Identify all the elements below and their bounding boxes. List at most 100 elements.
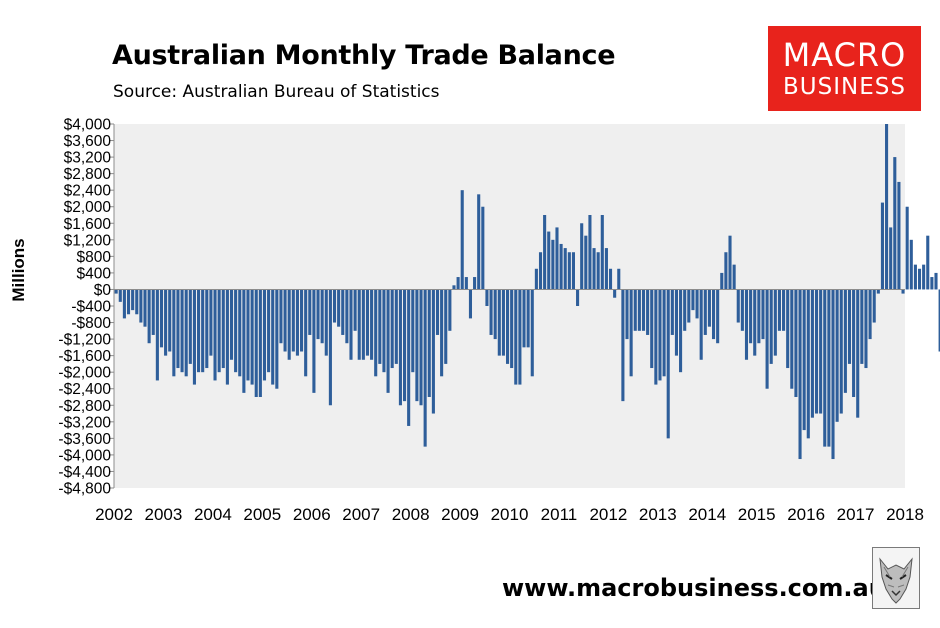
bar — [860, 289, 864, 364]
bar — [782, 289, 786, 331]
bar — [711, 289, 716, 340]
bar — [271, 289, 275, 385]
bar — [460, 190, 464, 290]
bar — [114, 289, 118, 294]
bar — [444, 289, 448, 364]
y-tick-label: $2,400 — [64, 183, 112, 200]
bar — [765, 289, 769, 389]
bar — [868, 289, 872, 340]
bar — [526, 289, 530, 348]
bar — [225, 289, 229, 385]
bar — [275, 289, 279, 389]
bar — [518, 289, 522, 385]
bar — [139, 289, 143, 323]
x-tick-label: 2006 — [293, 505, 331, 524]
y-tick-label: -$1,600 — [58, 348, 111, 365]
bar — [122, 289, 126, 319]
bar — [843, 289, 847, 393]
bar — [600, 215, 604, 290]
bar — [703, 289, 707, 335]
bar — [493, 289, 497, 340]
bar — [250, 289, 254, 385]
bar — [291, 289, 295, 352]
bar — [164, 289, 168, 356]
bar — [699, 289, 703, 360]
x-tick-label: 2018 — [886, 505, 924, 524]
y-tick-label: $800 — [77, 249, 112, 266]
bar — [666, 289, 670, 439]
bar — [641, 289, 646, 331]
bar — [485, 289, 489, 306]
bar — [382, 289, 386, 373]
y-tick-label: -$2,400 — [58, 381, 111, 398]
footer-url: www.macrobusiness.com.au — [502, 574, 886, 602]
bar — [172, 289, 176, 377]
y-tick-label: $0 — [94, 282, 112, 299]
bar — [897, 181, 901, 290]
bar — [749, 289, 753, 344]
bar — [794, 289, 798, 397]
bar — [365, 289, 370, 356]
bar — [390, 289, 394, 369]
bar — [197, 289, 201, 373]
bar — [341, 289, 345, 335]
bar — [798, 289, 802, 460]
bar — [456, 277, 460, 290]
bar — [831, 289, 835, 460]
bar — [806, 289, 810, 439]
bar — [584, 235, 588, 290]
bar — [839, 289, 843, 414]
bar — [411, 289, 415, 373]
bar — [534, 268, 538, 290]
bar — [728, 235, 732, 290]
bar — [674, 289, 678, 356]
bar — [777, 289, 781, 331]
bar — [308, 289, 312, 335]
y-tick-label: -$800 — [71, 315, 111, 332]
bar — [810, 289, 814, 418]
macrobusiness-logo: MACRO BUSINESS — [768, 26, 921, 111]
bar — [295, 289, 299, 356]
bar — [188, 289, 192, 364]
bar — [477, 194, 481, 290]
bar — [514, 289, 518, 385]
y-ticks-group: $4,000$3,600$3,200$2,800$2,400$2,000$1,6… — [58, 117, 114, 498]
bar — [349, 289, 353, 360]
bar — [151, 289, 155, 335]
bar — [135, 289, 139, 315]
bar — [934, 272, 938, 290]
bar — [209, 289, 213, 356]
bar — [501, 289, 505, 356]
bar — [559, 243, 563, 290]
bar — [856, 289, 860, 418]
bar — [551, 239, 555, 290]
x-tick-label: 2014 — [688, 505, 726, 524]
bar — [786, 289, 790, 369]
bar — [613, 289, 617, 298]
x-tick-label: 2008 — [392, 505, 430, 524]
bar — [683, 289, 687, 331]
bar — [522, 289, 526, 348]
bar — [118, 289, 122, 302]
bar — [670, 289, 674, 335]
wolf-icon — [872, 547, 920, 609]
bar — [592, 248, 596, 290]
bar — [254, 289, 258, 397]
bar — [168, 289, 172, 352]
bar — [497, 289, 501, 356]
bar — [720, 272, 724, 290]
bar — [353, 289, 357, 331]
x-tick-label: 2005 — [243, 505, 281, 524]
bar — [716, 289, 720, 344]
bar — [744, 289, 749, 360]
x-tick-label: 2007 — [342, 505, 380, 524]
plot-area — [114, 124, 905, 488]
bar — [691, 289, 695, 311]
bar — [538, 252, 543, 290]
bar — [835, 289, 839, 422]
bar — [901, 289, 905, 294]
bar — [398, 289, 402, 406]
y-tick-label: -$4,000 — [58, 447, 111, 464]
bars-group — [114, 124, 940, 460]
bar — [707, 289, 711, 327]
